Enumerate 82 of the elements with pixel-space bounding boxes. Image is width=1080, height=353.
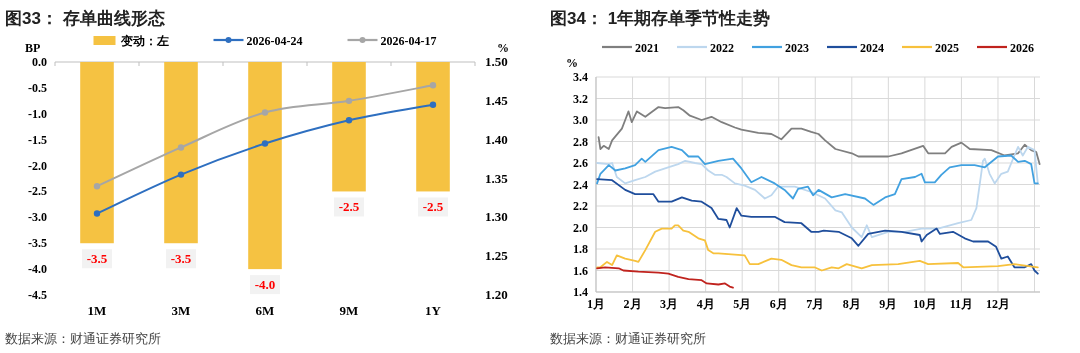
y-tick-label: 2.2 [573, 199, 588, 213]
data-label: -4.0 [254, 277, 276, 293]
line-series [597, 106, 1041, 165]
point [345, 97, 353, 105]
x-tick-label: 8月 [842, 297, 861, 311]
y-tick-label: 2.8 [573, 134, 588, 149]
y2-tick-label: 1.30 [485, 209, 508, 225]
x-tick-label: 9月 [879, 297, 898, 311]
legend-label: 2023 [785, 41, 809, 55]
y-tick-label: 0.0 [32, 55, 47, 69]
line-series [596, 266, 734, 289]
y-tick-label: 3.4 [573, 70, 588, 84]
chart-title: 图33： 存单曲线形态 [5, 9, 165, 28]
y-tick-label: -2.5 [28, 184, 47, 199]
data-label: -2.5 [422, 199, 444, 215]
chart-title: 图34： 1年期存单季节性走势 [550, 9, 771, 28]
data-label: -3.5 [170, 251, 192, 267]
legend-label: 2025 [935, 41, 959, 55]
line-series [596, 178, 1039, 275]
source-note: 数据来源：财通证券研究所 [550, 331, 706, 346]
y-tick-label: -2.0 [28, 158, 47, 173]
y2-tick-label: 1.50 [485, 54, 508, 69]
y-tick-label: -1.0 [28, 106, 47, 121]
line-series [596, 224, 1039, 272]
x-tick-label: 11月 [949, 297, 974, 311]
y-tick-label: 3.0 [573, 113, 588, 127]
y-tick-label: -4.5 [28, 288, 47, 302]
y-tick-label: 3.2 [573, 91, 588, 106]
point [93, 210, 101, 217]
x-tick-label: 3M [171, 303, 191, 318]
legend-label: 变动：左 [119, 34, 169, 48]
data-label: -3.5 [86, 251, 108, 267]
point [261, 140, 269, 147]
legend-label: 2022 [710, 41, 734, 55]
legend-label: 2026-04-17 [380, 34, 437, 48]
y-tick-label: -0.5 [28, 80, 47, 95]
y-tick-label: -3.5 [28, 236, 47, 251]
x-tick-label: 10月 [912, 297, 937, 311]
source-note: 数据来源：财通证券研究所 [5, 331, 161, 346]
point [177, 171, 185, 178]
x-tick-label: 6月 [769, 297, 788, 311]
y2-tick-label: 1.25 [485, 248, 509, 264]
y2-tick-label: 1.35 [485, 170, 509, 186]
x-tick-label: 9M [339, 303, 359, 318]
y2-axis-title: % [497, 41, 509, 55]
point [93, 183, 101, 190]
line-series [596, 146, 1039, 239]
x-tick-label: 5月 [733, 297, 752, 311]
point [429, 82, 437, 89]
y-tick-label: 2.4 [573, 177, 588, 192]
point [177, 144, 185, 151]
point [261, 109, 269, 116]
y2-tick-label: 1.40 [485, 131, 508, 147]
y-tick-label: -3.0 [28, 210, 47, 225]
y-tick-label: 2.0 [573, 220, 588, 235]
data-label: -2.5 [338, 199, 360, 215]
point [345, 117, 353, 124]
y2-tick-label: 1.20 [485, 287, 508, 302]
x-tick-label: 12月 [985, 297, 1010, 311]
line-series [596, 146, 1039, 206]
legend-label: 2026-04-24 [246, 34, 303, 48]
legend-label: 2021 [635, 41, 659, 55]
legend-label: 2026 [1010, 41, 1034, 55]
y-tick-label: 1.8 [573, 242, 588, 256]
x-tick-label: 3月 [660, 297, 679, 311]
x-tick-label: 1M [87, 303, 107, 318]
x-tick-label: 6M [255, 303, 275, 318]
y-axis-title: BP [25, 41, 41, 55]
y-tick-label: -1.5 [28, 132, 47, 147]
y-axis-title: % [566, 56, 578, 70]
x-tick-label: 7月 [806, 297, 825, 311]
y2-tick-label: 1.45 [485, 92, 509, 108]
x-tick-label: 1月 [587, 297, 605, 311]
y-tick-label: 1.6 [573, 263, 588, 278]
y-tick-label: -4.0 [28, 262, 47, 277]
x-tick-label: 4月 [696, 297, 715, 311]
legend-label: 2024 [860, 41, 884, 55]
point [429, 101, 437, 108]
x-tick-label: 2月 [623, 297, 642, 311]
x-tick-label: 1Y [425, 303, 442, 318]
y-tick-label: 1.4 [573, 285, 588, 299]
y-tick-label: 2.6 [573, 156, 588, 170]
